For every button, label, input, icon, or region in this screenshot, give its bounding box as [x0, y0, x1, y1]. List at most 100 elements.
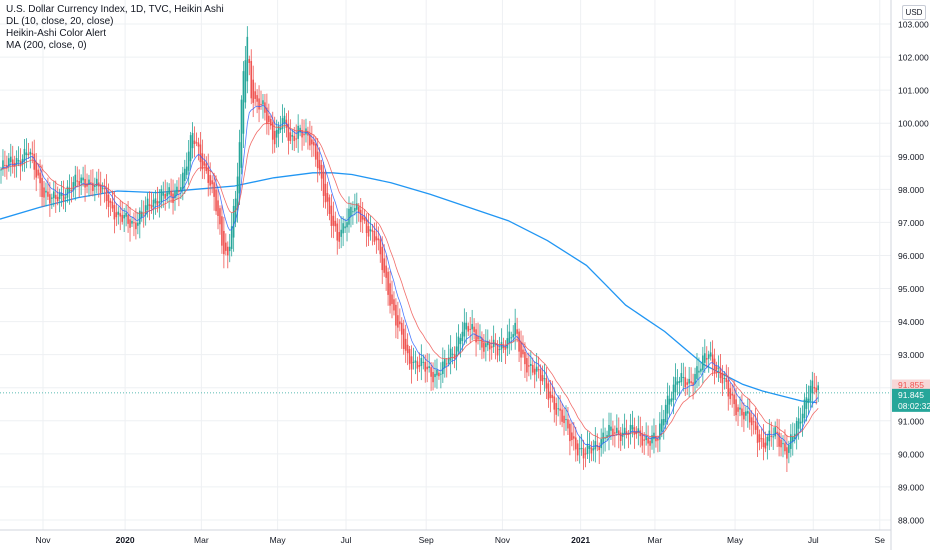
candle-body	[590, 447, 593, 454]
candle-body	[377, 238, 380, 241]
candle-body	[238, 142, 241, 194]
candle-body	[680, 373, 683, 383]
candle-body	[705, 358, 708, 360]
candle-body	[668, 398, 671, 405]
candle-body	[90, 182, 92, 184]
candle-body	[101, 187, 104, 189]
candle-body	[643, 439, 645, 441]
candle-body	[105, 188, 108, 202]
candle-body	[92, 182, 94, 192]
candle-body	[328, 197, 331, 214]
candle-body	[45, 190, 47, 193]
candle-body	[168, 187, 170, 195]
candle-body	[674, 377, 677, 393]
y-tick-label: 96.000	[898, 251, 924, 261]
candle-body	[543, 378, 546, 380]
candle-body	[375, 236, 378, 241]
candle-body	[582, 448, 585, 459]
candle-body	[477, 335, 479, 340]
candle-body	[318, 159, 321, 170]
candle-body	[557, 408, 559, 410]
candle-body	[510, 337, 513, 339]
candle-body	[772, 436, 775, 438]
candle-body	[797, 418, 800, 429]
candle-body	[788, 444, 790, 453]
candle-body	[47, 191, 49, 197]
candle-body	[545, 378, 548, 389]
candle-body	[467, 326, 470, 332]
candle-body	[283, 115, 286, 124]
candle-body	[725, 378, 728, 383]
candle-body	[430, 367, 432, 377]
candle-body	[140, 211, 143, 218]
candle-body	[743, 412, 745, 420]
candle-body	[142, 214, 145, 216]
candle-body	[760, 438, 763, 440]
candle-body	[158, 201, 161, 204]
candle-body	[344, 226, 346, 229]
candle-body	[655, 435, 657, 442]
y-tick-label: 97.000	[898, 218, 924, 228]
candle-body	[135, 222, 137, 230]
candle-body	[29, 151, 32, 155]
currency-button[interactable]: USD	[902, 5, 926, 20]
candle-body	[660, 419, 663, 432]
candle-body	[422, 361, 425, 363]
candle-body	[723, 377, 726, 379]
candle-body	[807, 398, 810, 404]
y-tick-label: 95.000	[898, 284, 924, 294]
candle-body	[692, 382, 694, 386]
candle-body	[496, 344, 499, 356]
candle-body	[387, 271, 389, 295]
candle-body	[451, 353, 454, 355]
candle-body	[791, 436, 794, 442]
candle-body	[211, 180, 213, 185]
candle-body	[436, 369, 438, 376]
candle-body	[115, 212, 118, 218]
candle-body	[790, 434, 792, 449]
candle-body	[293, 135, 296, 142]
candle-body	[604, 437, 606, 439]
candle-body	[17, 160, 20, 162]
candle-body	[625, 431, 628, 435]
candle-body	[207, 167, 210, 183]
candle-body	[54, 194, 57, 199]
candle-body	[33, 153, 36, 170]
candle-body	[412, 361, 415, 363]
candle-body	[68, 187, 71, 193]
candle-body	[379, 239, 382, 255]
candle-body	[704, 353, 706, 363]
candle-body	[490, 346, 493, 348]
candle-body	[295, 138, 298, 140]
legend-indicator-dl[interactable]: DL (10, close, 20, close)	[6, 16, 114, 27]
legend-indicator-ma[interactable]: MA (200, close, 0)	[6, 40, 87, 51]
candle-body	[561, 409, 563, 422]
candle-body	[180, 187, 182, 192]
candle-body	[571, 432, 573, 441]
candle-body	[393, 299, 395, 311]
candle-body	[735, 399, 737, 416]
candle-body	[385, 265, 387, 278]
candle-body	[574, 437, 577, 450]
candle-body	[520, 341, 522, 358]
candle-body	[629, 424, 632, 434]
candle-body	[49, 194, 51, 204]
candle-body	[25, 152, 28, 156]
candle-body	[576, 443, 579, 456]
candle-body	[193, 140, 196, 144]
candle-body	[522, 349, 524, 355]
candle-body	[657, 438, 659, 441]
candle-body	[313, 141, 315, 146]
y-tick-label: 102.000	[898, 53, 929, 63]
candle-body	[62, 194, 65, 202]
candle-body	[539, 369, 542, 381]
candle-body	[481, 337, 483, 348]
candle-body	[776, 431, 778, 434]
y-tick-label: 99.000	[898, 152, 924, 162]
candle-body	[440, 373, 442, 375]
legend-indicator-ha-alert[interactable]: Heikin-Ashi Color Alert	[6, 28, 107, 39]
candle-body	[389, 283, 391, 306]
candle-body	[322, 171, 325, 196]
